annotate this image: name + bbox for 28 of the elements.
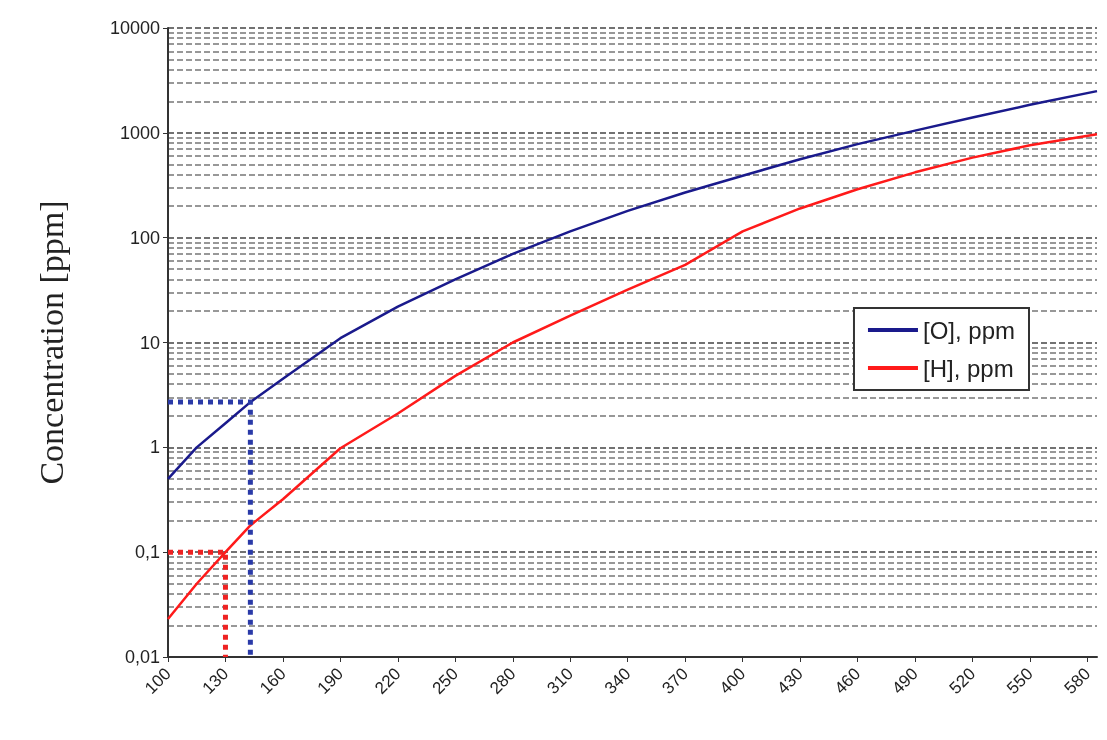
line-series — [166, 89, 1099, 481]
x-tick-label: 460 — [830, 664, 865, 698]
y-tick-label: 1 — [149, 437, 160, 458]
x-tick-label: 130 — [198, 664, 233, 698]
y-axis-title: Concentration [ppm] — [32, 200, 70, 485]
x-tick-label: 370 — [658, 664, 692, 698]
x-tick-label: 580 — [1060, 664, 1095, 698]
y-tick-label: 0,01 — [124, 647, 160, 667]
y-tick-label: 1000 — [119, 122, 160, 143]
x-tick-label: 280 — [486, 664, 520, 698]
x-tick-label: 400 — [715, 664, 750, 698]
x-tick-label: 490 — [888, 664, 922, 698]
x-tick-label: 160 — [256, 664, 290, 698]
x-tick-label: 430 — [773, 664, 807, 698]
y-tick-label: 10000 — [109, 18, 160, 38]
x-tick-label: 250 — [428, 664, 463, 698]
line-series — [166, 132, 1099, 621]
y-tick-label: 100 — [129, 227, 160, 248]
x-tick-label: 550 — [1003, 664, 1037, 698]
y-tick-label: 0,1 — [134, 542, 160, 563]
x-tick-label: 340 — [600, 664, 635, 698]
legend-label: [H], ppm — [922, 354, 1014, 382]
x-tick-label: 190 — [313, 664, 348, 698]
x-tick-label: 520 — [945, 664, 980, 698]
x-tick-label: 220 — [371, 664, 405, 698]
legend-label: [O], ppm — [922, 316, 1015, 344]
x-tick-label: 310 — [543, 664, 577, 698]
y-tick-label: 10 — [139, 332, 160, 353]
